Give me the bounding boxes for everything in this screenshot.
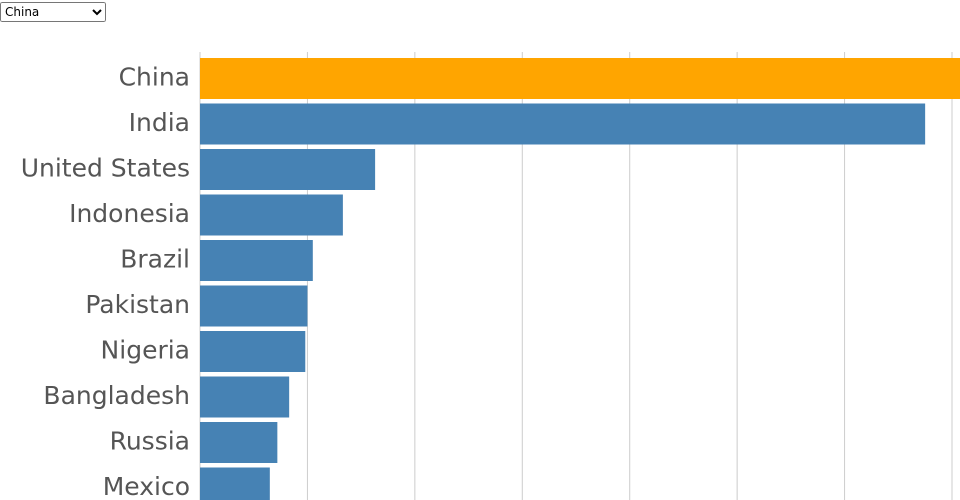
y-tick-label: Pakistan xyxy=(85,290,190,319)
bar xyxy=(200,194,343,236)
bar xyxy=(200,331,306,372)
bar xyxy=(200,376,290,418)
y-tick-label: Indonesia xyxy=(69,199,190,228)
bar xyxy=(200,285,308,327)
y-tick-label: Bangladesh xyxy=(43,381,190,410)
bar xyxy=(200,103,926,145)
y-tick-label: Russia xyxy=(110,427,190,456)
bar xyxy=(200,422,278,463)
bar xyxy=(200,467,270,500)
y-tick-label: Nigeria xyxy=(101,336,190,365)
y-tick-label: India xyxy=(129,108,190,137)
y-tick-label: Brazil xyxy=(120,245,190,274)
bar xyxy=(200,149,376,190)
country-select[interactable]: China xyxy=(0,2,106,22)
bar xyxy=(200,240,313,281)
y-tick-label: Mexico xyxy=(103,472,190,500)
bar xyxy=(200,58,960,99)
y-tick-label: United States xyxy=(21,154,190,183)
y-tick-label: China xyxy=(119,63,190,92)
